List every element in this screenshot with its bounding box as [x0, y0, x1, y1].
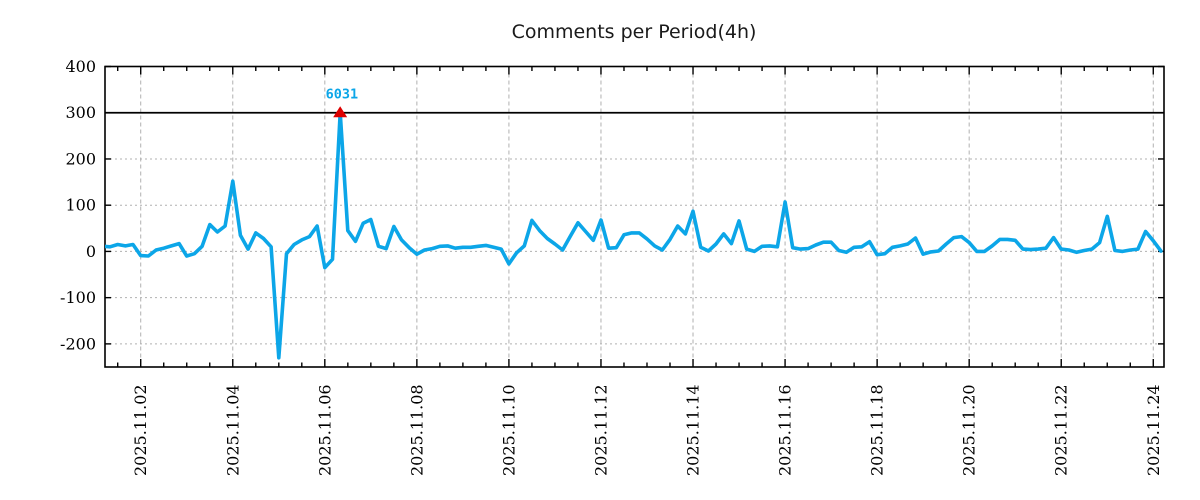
series-line	[105, 110, 1163, 360]
y-tick-label: -200	[60, 334, 96, 353]
y-tick-label: 300	[65, 103, 96, 122]
y-tick-label: 200	[65, 149, 96, 168]
x-tick-label: 2025.11.02	[131, 384, 150, 476]
y-tick-label: 400	[65, 57, 96, 76]
x-tick-label: 2025.11.08	[407, 384, 426, 476]
x-tick-label: 2025.11.22	[1052, 384, 1071, 476]
plot-border	[104, 65, 1165, 368]
peak-marker-icon	[333, 106, 348, 118]
x-tick-label: 2025.11.10	[499, 384, 518, 476]
x-tick-label: 2025.11.04	[223, 384, 242, 476]
y-tick-label: 0	[86, 242, 96, 261]
y-tick-label: 100	[65, 196, 96, 215]
x-tick-label: 2025.11.20	[960, 384, 979, 476]
y-tick-label: -100	[60, 288, 96, 307]
x-tick-label: 2025.11.18	[868, 384, 887, 476]
peak-value-label: 6031	[326, 87, 359, 103]
x-tick-label: 2025.11.24	[1144, 384, 1163, 476]
x-tick-label: 2025.11.14	[684, 384, 703, 476]
x-tick-label: 2025.11.16	[776, 384, 795, 476]
plot-area: -200 -100 0 100 200 300 400 2025.11.02 2025.11.0…	[60, 57, 1165, 476]
x-tick-label: 2025.11.06	[315, 384, 334, 476]
chart-title: Comments per Period(4h)	[512, 21, 757, 43]
x-tick-label: 2025.11.12	[591, 384, 610, 476]
